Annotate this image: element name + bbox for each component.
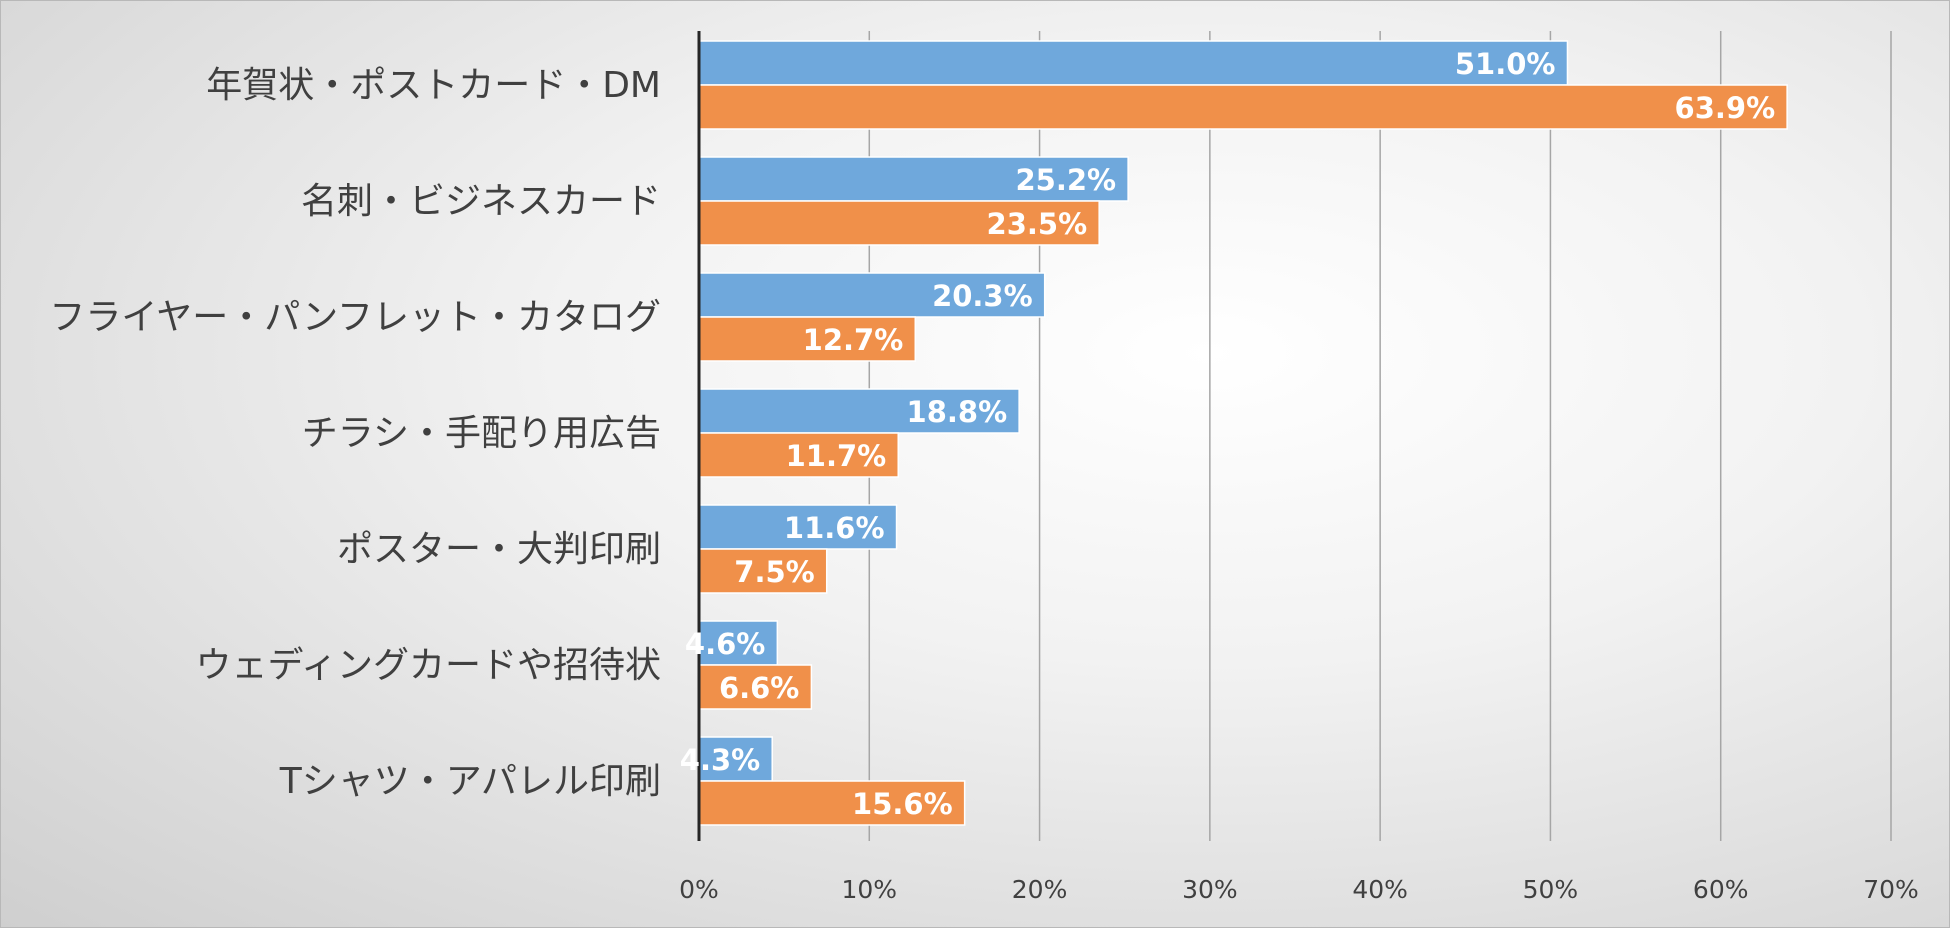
bar — [698, 548, 828, 594]
bar — [698, 272, 1046, 318]
bar — [698, 388, 1020, 434]
data-label: 25.2% — [1016, 163, 1117, 197]
bar — [698, 40, 1569, 86]
data-label: 11.7% — [786, 439, 887, 473]
category-label: 年賀状・ポストカード・DM — [206, 65, 661, 106]
bars — [698, 40, 1788, 826]
category-label: ウェディングカードや招待状 — [196, 645, 661, 686]
category-label: ポスター・大判印刷 — [337, 529, 661, 570]
x-tick-label: 60% — [1693, 875, 1749, 904]
data-labels: 51.0% 63.9% 25.2% 23.5% 20.3% 12.7% 18.8% 11.7%… — [680, 47, 1775, 821]
x-tick-label: 40% — [1352, 875, 1408, 904]
data-label: 63.9% — [1675, 91, 1776, 125]
data-label: 20.3% — [932, 279, 1033, 313]
category-label: チラシ・手配り用広告 — [302, 413, 661, 454]
bar — [698, 504, 898, 550]
x-tick-label: 70% — [1863, 875, 1919, 904]
data-label: 51.0% — [1455, 47, 1556, 81]
data-label: 4.3% — [680, 743, 760, 777]
bar — [698, 780, 966, 826]
grid-lines — [868, 31, 1892, 841]
data-label: 4.6% — [685, 627, 765, 661]
x-tick-labels: 0% 10% 20% 30% 40% 50% 60% 70% — [679, 875, 1919, 904]
x-tick-label: 0% — [679, 875, 719, 904]
bar — [698, 200, 1100, 246]
category-labels: 年賀状・ポストカード・DM 名刺・ビジネスカードフライヤー・パンフレット・カタログ… — [49, 65, 661, 802]
x-tick-label: 10% — [841, 875, 897, 904]
bar — [698, 664, 813, 710]
category-label: フライヤー・パンフレット・カタログ — [49, 297, 661, 338]
data-label: 23.5% — [987, 207, 1088, 241]
x-tick-label: 50% — [1523, 875, 1579, 904]
x-tick-label: 30% — [1182, 875, 1238, 904]
data-label: 6.6% — [719, 671, 799, 705]
bar — [698, 84, 1788, 130]
category-label: Tシャツ・アパレル印刷 — [279, 761, 661, 802]
data-label: 7.5% — [734, 555, 814, 589]
x-tick-label: 20% — [1012, 875, 1068, 904]
data-label: 11.6% — [784, 511, 885, 545]
data-label: 18.8% — [907, 395, 1008, 429]
category-label: 名刺・ビジネスカード — [301, 181, 661, 222]
bar — [698, 736, 773, 782]
bar — [698, 432, 899, 478]
data-label: 12.7% — [803, 323, 904, 357]
data-label: 15.6% — [852, 787, 953, 821]
